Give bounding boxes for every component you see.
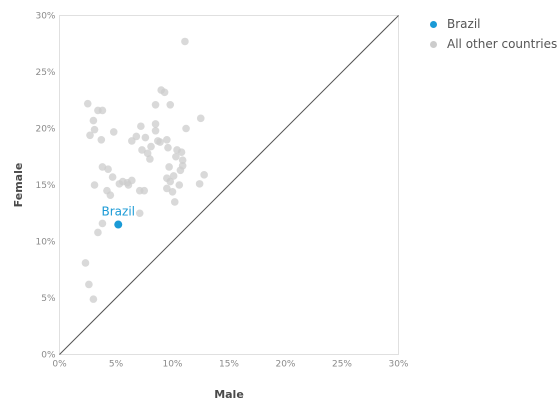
country-point[interactable] — [165, 163, 173, 171]
country-point[interactable] — [163, 136, 171, 144]
y-tick-label: 0% — [41, 351, 56, 361]
y-axis-ticks: 0% 5% 10% 15% 20% 25% 30% — [35, 12, 55, 361]
x-tick-label: 10% — [162, 360, 182, 370]
y-axis-title: Female — [12, 163, 25, 208]
legend-label-other: All other countries — [447, 37, 558, 51]
country-point[interactable] — [160, 88, 169, 97]
country-point[interactable] — [169, 172, 178, 180]
country-point[interactable] — [94, 228, 102, 237]
x-axis-ticks: 0% 5% 10% 15% 20% 25% 30% — [52, 360, 409, 370]
country-point[interactable] — [128, 176, 136, 185]
y-tick-label: 30% — [35, 12, 55, 22]
country-point[interactable] — [138, 146, 146, 154]
country-point[interactable] — [83, 99, 92, 108]
x-tick-label: 20% — [275, 360, 295, 370]
country-point[interactable] — [89, 116, 98, 125]
x-axis-title: Male — [214, 388, 244, 401]
country-point[interactable] — [90, 125, 99, 134]
y-tick-label: 20% — [35, 125, 55, 135]
country-point[interactable] — [141, 133, 150, 142]
country-point[interactable] — [151, 120, 160, 128]
country-point[interactable] — [98, 106, 107, 115]
country-point[interactable] — [177, 148, 186, 157]
country-point[interactable] — [163, 184, 171, 193]
y-tick-label: 10% — [35, 238, 55, 248]
x-tick-label: 30% — [388, 360, 408, 370]
legend: Brazil All other countries — [430, 14, 557, 54]
plot-area-frame — [59, 15, 399, 355]
country-point[interactable] — [86, 131, 94, 140]
country-point[interactable] — [151, 126, 160, 135]
country-point[interactable] — [181, 37, 189, 46]
country-point[interactable] — [81, 259, 90, 267]
legend-label-brazil: Brazil — [447, 17, 481, 31]
country-point[interactable] — [151, 100, 160, 109]
country-point[interactable] — [200, 171, 208, 179]
country-point[interactable] — [85, 280, 93, 289]
country-point[interactable] — [98, 219, 107, 228]
x-tick-label: 25% — [332, 360, 352, 370]
country-point[interactable] — [166, 177, 175, 186]
country-point[interactable] — [166, 100, 175, 109]
y-tick-label: 15% — [35, 181, 55, 191]
brazil-point[interactable] — [114, 220, 123, 229]
x-tick-label: 0% — [52, 360, 67, 370]
brazil-data-label: Brazil — [102, 205, 136, 219]
country-point[interactable] — [104, 165, 112, 173]
y-tick-label: 25% — [35, 68, 55, 78]
country-point[interactable] — [164, 143, 172, 152]
country-point[interactable] — [147, 142, 155, 151]
legend-dot-brazil — [430, 20, 437, 28]
country-point[interactable] — [196, 114, 205, 123]
country-point[interactable] — [195, 180, 204, 188]
country-point[interactable] — [156, 138, 164, 146]
country-point[interactable] — [97, 136, 106, 144]
country-point[interactable] — [140, 186, 149, 195]
country-point[interactable] — [90, 181, 99, 189]
legend-item-brazil[interactable]: Brazil — [430, 14, 557, 34]
country-point[interactable] — [108, 173, 117, 181]
country-point[interactable] — [172, 152, 180, 161]
country-point[interactable] — [135, 209, 144, 218]
country-point[interactable] — [182, 124, 190, 133]
other-countries-points — [81, 37, 208, 303]
country-point[interactable] — [89, 295, 98, 303]
x-tick-label: 5% — [109, 360, 124, 370]
country-point[interactable] — [146, 155, 154, 163]
legend-item-other[interactable]: All other countries — [430, 34, 557, 54]
country-point[interactable] — [178, 156, 187, 164]
highlight-points: Brazil — [102, 205, 136, 229]
reference-line — [59, 15, 399, 355]
country-point[interactable] — [168, 187, 177, 196]
country-point[interactable] — [106, 191, 115, 199]
country-point[interactable] — [137, 122, 145, 131]
country-point[interactable] — [170, 198, 179, 206]
x-tick-label: 15% — [219, 360, 239, 370]
country-point[interactable] — [132, 132, 141, 141]
legend-dot-other — [430, 40, 437, 48]
country-point[interactable] — [109, 128, 118, 136]
y-tick-label: 5% — [41, 294, 56, 304]
country-point[interactable] — [176, 166, 185, 175]
country-point[interactable] — [175, 181, 184, 189]
